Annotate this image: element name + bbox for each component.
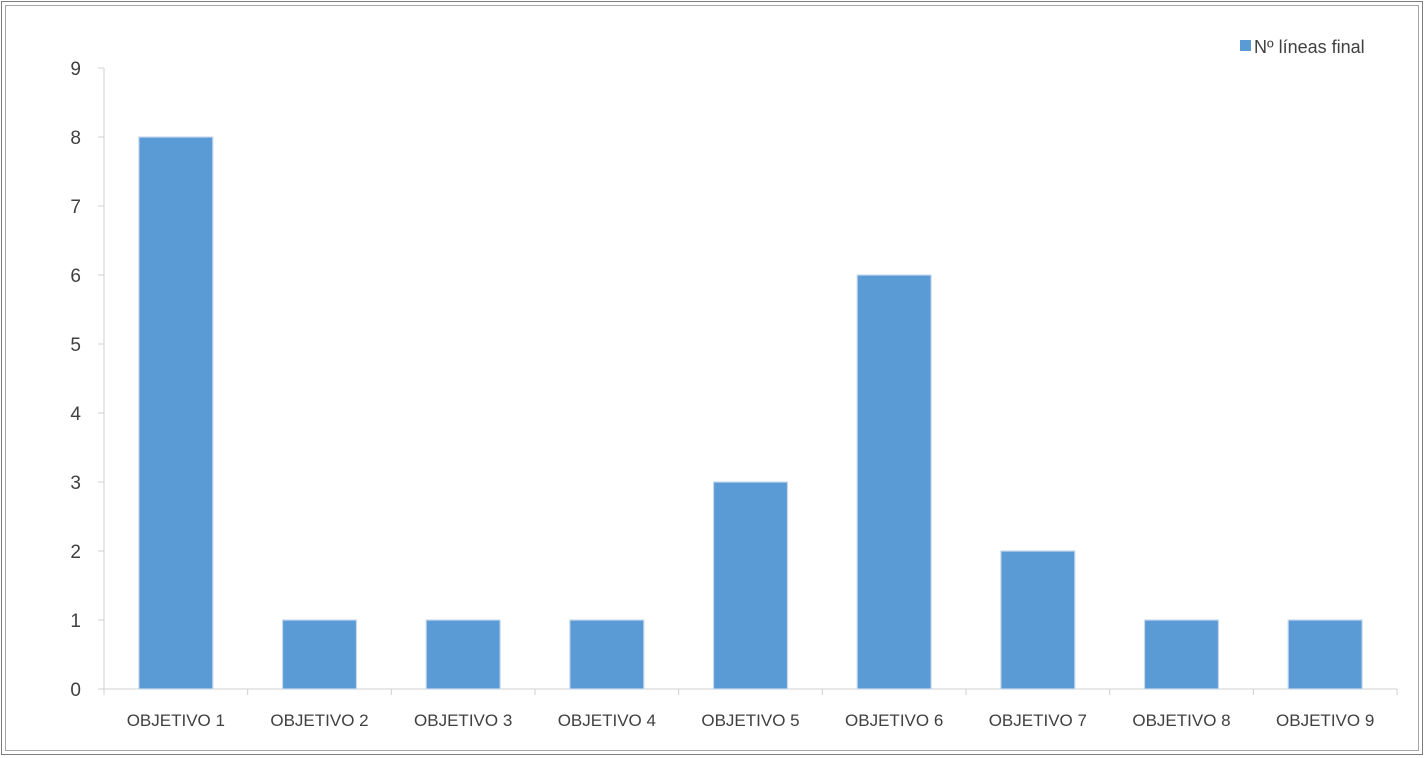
x-category-label: OBJETIVO 6: [845, 711, 943, 730]
x-category-label: OBJETIVO 2: [270, 711, 368, 730]
y-tick-label: 1: [70, 611, 81, 632]
y-tick-label: 9: [70, 59, 81, 80]
legend-swatch: [1240, 40, 1251, 51]
x-category-label: OBJETIVO 8: [1132, 711, 1230, 730]
y-tick-label: 2: [70, 542, 81, 563]
bar: [1143, 619, 1220, 690]
x-category-label: OBJETIVO 1: [127, 711, 225, 730]
bar: [138, 136, 214, 690]
y-tick-label: 0: [70, 680, 81, 701]
bars: [138, 136, 1363, 690]
x-category-label: OBJETIVO 4: [558, 711, 656, 730]
bar: [856, 274, 932, 690]
x-axis: OBJETIVO 1 OBJETIVO 2 OBJETIVO 3 OBJETIVO 4…: [103, 688, 1398, 730]
x-category-label: OBJETIVO 5: [701, 711, 799, 730]
bar: [569, 619, 645, 690]
y-tick-label: 3: [70, 473, 81, 494]
y-tick-label: 4: [70, 404, 81, 425]
legend: Nº líneas final: [1240, 37, 1365, 57]
x-category-label: OBJETIVO 7: [989, 711, 1087, 730]
bar: [712, 481, 789, 690]
legend-label: Nº líneas final: [1254, 37, 1365, 57]
y-tick-label: 8: [70, 128, 81, 149]
y-tick-label: 5: [70, 335, 81, 356]
x-category-label: OBJETIVO 9: [1276, 711, 1374, 730]
bar: [1287, 619, 1363, 690]
bar: [425, 619, 501, 690]
bar: [1000, 550, 1076, 690]
y-tick-label: 6: [70, 266, 81, 287]
bar: [281, 619, 358, 690]
y-axis: 0 1 2 3 4 5 6 7 8 9: [70, 59, 105, 701]
x-category-label: OBJETIVO 3: [414, 711, 512, 730]
y-tick-label: 7: [70, 197, 81, 218]
